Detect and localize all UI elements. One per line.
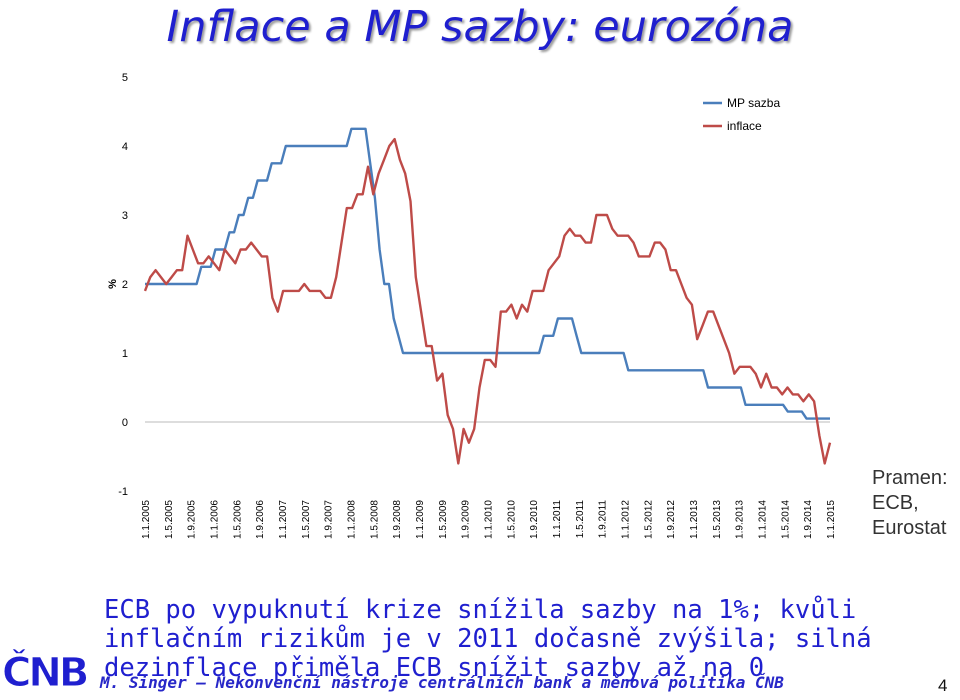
source-note: Pramen: ECB, Eurostat — [872, 466, 948, 541]
cnb-logo: ČNB — [1, 650, 89, 697]
x-tick-label: 1.9.2010 — [529, 500, 540, 539]
x-tick-label: 1.5.2013 — [712, 500, 723, 539]
footer-text: M. Singer – Nekonvenční nástroje centrál… — [100, 673, 784, 692]
x-axis-tick-labels: 1.1.2005 1.5.2005 1.9.2005 1.1.2006 1.5.2006… — [141, 500, 837, 539]
series-line-inflace — [143, 137, 832, 465]
slide-title: Inflace a MP sazby: eurozóna — [166, 2, 794, 52]
y-axis-label: % — [107, 279, 119, 289]
x-tick-label: 1.5.2008 — [369, 500, 380, 539]
y-tick-label: 4 — [122, 141, 128, 153]
x-tick-label: 1.9.2011 — [598, 500, 609, 539]
x-tick-label: 1.5.2007 — [301, 500, 312, 539]
x-tick-label: 1.9.2008 — [392, 500, 403, 539]
x-tick-label: 1.9.2014 — [803, 500, 814, 539]
x-tick-label: 1.1.2009 — [415, 500, 426, 539]
y-tick-label: 1 — [122, 348, 128, 360]
x-tick-label: 1.5.2009 — [438, 500, 449, 539]
x-tick-label: 1.5.2012 — [643, 500, 654, 539]
x-tick-label: 1.9.2009 — [461, 500, 472, 539]
commentary-line-1: ECB po vypuknutí krize snížila sazby na … — [104, 595, 857, 625]
x-tick-label: 1.1.2012 — [621, 500, 632, 539]
commentary-line-3: dezinflace přiměla ECB snížit sazby až n… — [104, 653, 765, 683]
x-tick-label: 1.1.2005 — [141, 500, 152, 539]
x-tick-label: 1.1.2010 — [484, 500, 495, 539]
legend-label-inflace: inflace — [727, 119, 762, 133]
source-line-2: ECB, — [872, 492, 919, 514]
legend: MP sazba inflace — [703, 96, 780, 133]
page-number: 4 — [938, 676, 948, 695]
source-line-1: Pramen: — [872, 467, 948, 489]
y-tick-label: 5 — [122, 72, 128, 84]
commentary-line-2: inflačním rizikům je v 2011 dočasně zvýš… — [104, 624, 872, 654]
x-tick-label: 1.1.2007 — [278, 500, 289, 539]
x-tick-label: 1.5.2011 — [575, 500, 586, 539]
x-tick-label: 1.5.2014 — [780, 500, 791, 539]
y-tick-label: -1 — [118, 486, 128, 498]
y-tick-label: 0 — [122, 417, 128, 429]
x-tick-label: 1.1.2006 — [210, 500, 221, 539]
x-tick-label: 1.9.2012 — [666, 500, 677, 539]
x-tick-label: 1.9.2007 — [324, 500, 335, 539]
x-tick-label: 1.5.2006 — [232, 500, 243, 539]
legend-label-mp-sazba: MP sazba — [727, 96, 780, 110]
x-tick-label: 1.9.2005 — [187, 500, 198, 539]
y-tick-label: 3 — [122, 210, 128, 222]
x-tick-label: 1.1.2008 — [347, 500, 358, 539]
x-tick-label: 1.1.2013 — [689, 500, 700, 539]
source-line-3: Eurostat — [872, 517, 947, 539]
x-tick-label: 1.1.2011 — [552, 500, 563, 539]
y-axis-tick-labels: 5 4 3 2 1 0 -1 — [118, 72, 128, 498]
x-tick-label: 1.9.2013 — [735, 500, 746, 539]
series-line-mp-sazba — [145, 127, 830, 420]
x-tick-label: 1.5.2005 — [164, 500, 175, 539]
x-tick-label: 1.9.2006 — [255, 500, 266, 539]
y-tick-label: 2 — [122, 279, 128, 291]
x-tick-label: 1.5.2010 — [506, 500, 517, 539]
x-tick-label: 1.1.2015 — [826, 500, 837, 539]
x-tick-label: 1.1.2014 — [758, 500, 769, 539]
commentary-text: ECB po vypuknutí krize snížila sazby na … — [104, 596, 944, 683]
